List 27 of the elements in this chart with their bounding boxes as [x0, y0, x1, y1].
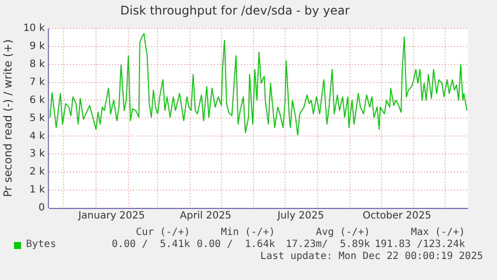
text: 191.83 /123.24k: [374, 239, 465, 250]
y-tick-label: 6 k: [30, 94, 46, 106]
text: 17.23m/ 5.89k: [286, 239, 370, 250]
text: Cur (-/+): [134, 227, 190, 239]
text: Min (-/+): [220, 227, 275, 238]
y-tick-label: 7 k: [30, 76, 46, 88]
x-tick-label: October 2025: [362, 210, 432, 222]
y-tick-label: 4 k: [30, 130, 46, 142]
y-tick-label: 0: [38, 202, 45, 214]
text: 0.00 / 5.41k: [110, 239, 190, 251]
x-tick-label: July 2025: [276, 210, 324, 222]
text: 0.00 / 1.64k: [196, 239, 275, 250]
x-tick-label: April 2025: [180, 210, 232, 222]
text: Avg (-/+): [314, 227, 370, 239]
y-tick-label: 8 k: [30, 58, 46, 70]
y-tick-label: 5 k: [30, 112, 46, 124]
y-tick-label: 2 k: [30, 166, 46, 178]
y-axis-title: Pr second read (-) / write (+): [1, 39, 14, 198]
legend-label: Bytes: [26, 239, 56, 251]
y-tick-label: 1 k: [30, 184, 46, 196]
y-tick-label: 9 k: [30, 40, 46, 52]
chart-title: Disk throughput for /dev/sda - by year: [120, 3, 350, 18]
text: Max (-/+): [410, 227, 465, 239]
text: Last update: Mon Dec 22 00:00:19 2025: [260, 251, 483, 263]
y-tick-label: 3 k: [30, 148, 46, 160]
x-tick-label: January 2025: [77, 210, 145, 222]
y-tick-label: 10 k: [23, 22, 46, 34]
